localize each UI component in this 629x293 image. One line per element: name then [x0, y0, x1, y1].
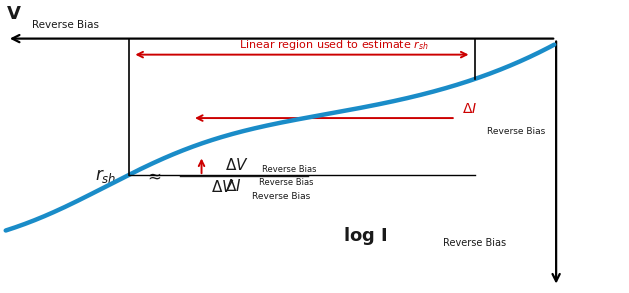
Text: $\approx$: $\approx$ — [144, 167, 161, 185]
Text: Linear region used to estimate $r_{sh}$: Linear region used to estimate $r_{sh}$ — [238, 38, 428, 52]
Text: $r_{sh}$: $r_{sh}$ — [95, 167, 116, 185]
Text: Reverse Bias: Reverse Bias — [32, 20, 99, 30]
Text: Reverse Bias: Reverse Bias — [487, 127, 545, 136]
Text: $\Delta I$: $\Delta I$ — [225, 178, 241, 194]
Text: Reverse Bias: Reverse Bias — [252, 192, 310, 201]
Text: $\Delta I$: $\Delta I$ — [462, 102, 477, 116]
Text: Reverse Bias: Reverse Bias — [259, 178, 314, 187]
Text: $\Delta V$: $\Delta V$ — [211, 179, 235, 195]
Text: $\mathbf{V}$: $\mathbf{V}$ — [6, 5, 21, 23]
Text: $\Delta V$: $\Delta V$ — [225, 157, 248, 173]
Text: Reverse Bias: Reverse Bias — [443, 239, 506, 248]
Text: $\mathbf{log\ I}$: $\mathbf{log\ I}$ — [343, 225, 387, 247]
Text: Reverse Bias: Reverse Bias — [262, 165, 317, 174]
